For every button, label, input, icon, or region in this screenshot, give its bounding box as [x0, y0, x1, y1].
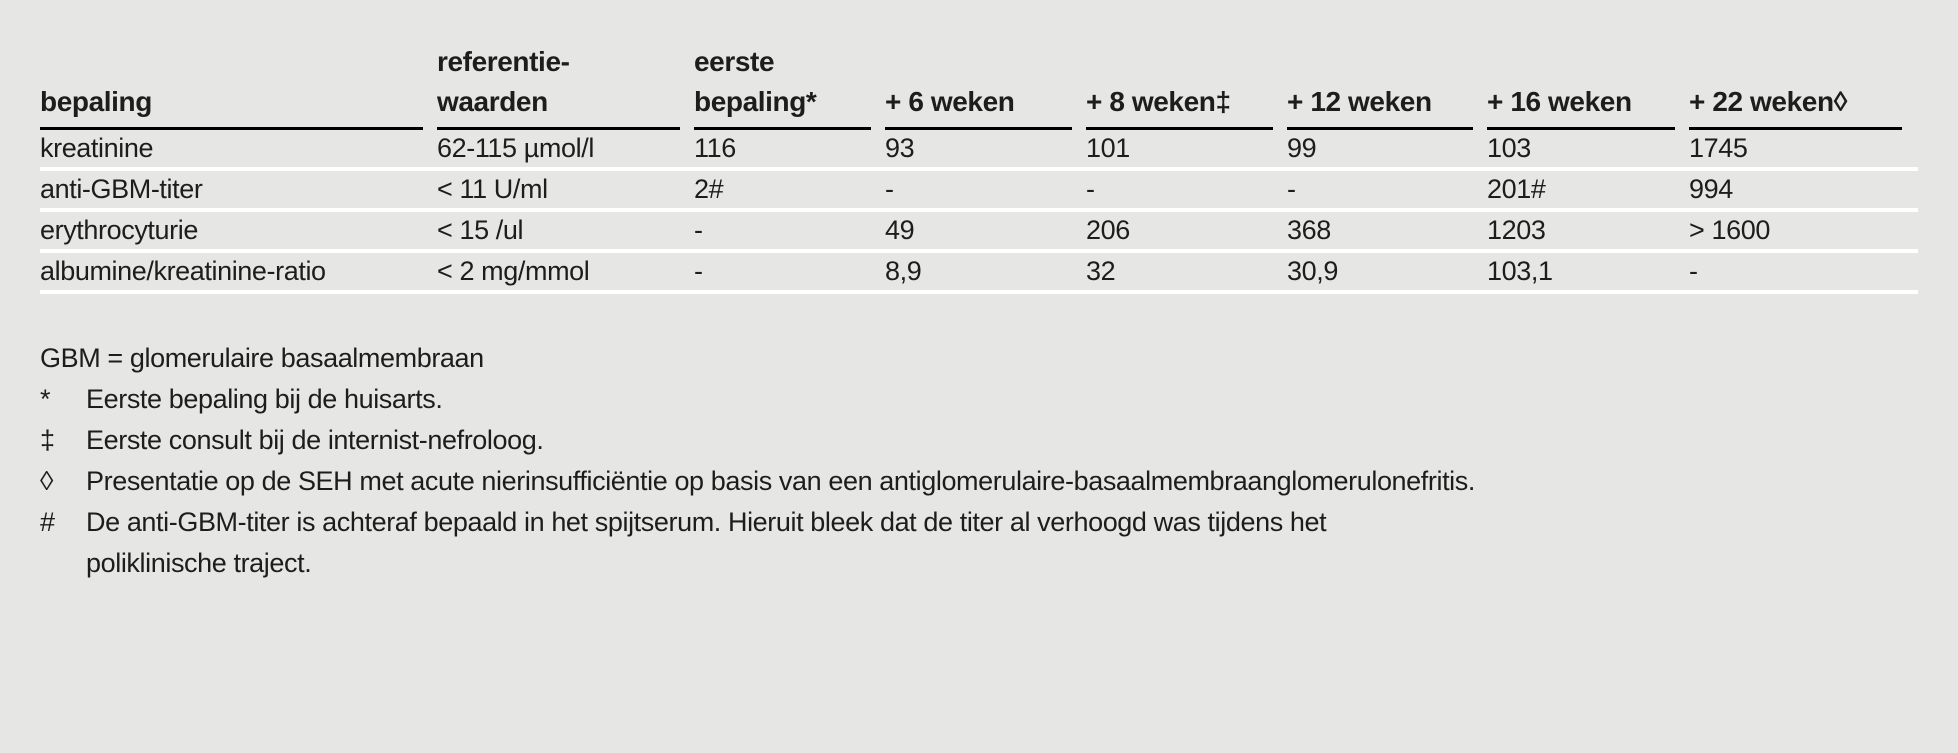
column-header-12-weken: + 12 weken — [1287, 82, 1473, 130]
value-16-weken: 103 — [1487, 133, 1531, 163]
value-8-weken: 101 — [1086, 133, 1130, 163]
value-6-weken: - — [885, 174, 894, 204]
column-header-eerste-bepaling: eerste bepaling* — [694, 42, 871, 130]
value-16-weken: 103,1 — [1487, 256, 1553, 286]
column-header-line: referentie- — [437, 46, 570, 77]
column-header-line: waarden — [437, 86, 548, 117]
column-header-bepaling: bepaling — [40, 82, 423, 130]
column-header-referentiewaarden: referentie- waarden — [437, 42, 680, 130]
value-12-weken: 368 — [1287, 215, 1331, 245]
column-header-line: + 22 weken◊ — [1689, 86, 1848, 117]
column-header-line: + 16 weken — [1487, 86, 1632, 117]
value-6-weken: 93 — [885, 133, 915, 163]
table-row-albumine-kreatinine-ratio: albumine/kreatinine-ratio < 2 mg/mmol - … — [40, 253, 1918, 294]
footnote-symbol: ◊ — [40, 466, 53, 496]
value-16-weken: 201# — [1487, 174, 1546, 204]
footnote-text: Eerste consult bij de internist-nefroloo… — [86, 425, 544, 455]
lab-results-table: bepaling referentie- waarden eerste bepa… — [40, 42, 1918, 294]
row-label: kreatinine — [40, 133, 154, 163]
value-12-weken: 30,9 — [1287, 256, 1338, 286]
table-footnotes: GBM = glomerulaire basaalmembraan * Eers… — [40, 338, 1918, 584]
footnote-double-dagger: ‡ Eerste consult bij de internist-nefrol… — [40, 420, 1918, 461]
value-eerste-bepaling: 116 — [694, 133, 736, 163]
value-22-weken: 1745 — [1689, 133, 1748, 163]
footnote-asterisk: * Eerste bepaling bij de huisarts. — [40, 379, 1918, 420]
row-label: anti-GBM-titer — [40, 174, 203, 204]
column-header-16-weken: + 16 weken — [1487, 82, 1675, 130]
column-header-line: + 6 weken — [885, 86, 1015, 117]
value-16-weken: 1203 — [1487, 215, 1546, 245]
value-22-weken: > 1600 — [1689, 215, 1770, 245]
value-22-weken: 994 — [1689, 174, 1733, 204]
reference-value: < 2 mg/mmol — [437, 256, 590, 286]
row-label: albumine/kreatinine-ratio — [40, 256, 326, 286]
value-22-weken: - — [1689, 256, 1698, 286]
column-header-line: bepaling — [40, 86, 152, 117]
value-eerste-bepaling: - — [694, 215, 703, 245]
value-8-weken: - — [1086, 174, 1095, 204]
lab-results-figure: bepaling referentie- waarden eerste bepa… — [40, 42, 1918, 584]
value-12-weken: 99 — [1287, 133, 1317, 163]
footnote-text: De anti-GBM-titer is achteraf bepaald in… — [86, 507, 1327, 578]
value-6-weken: 8,9 — [885, 256, 922, 286]
footnote-symbol: # — [40, 507, 55, 537]
footnote-text: Eerste bepaling bij de huisarts. — [86, 384, 443, 414]
footnote-hash: # De anti-GBM-titer is achteraf bepaald … — [40, 502, 1918, 584]
footnote-text: Presentatie op de SEH met acute nierinsu… — [86, 466, 1475, 496]
abbreviation-note: GBM = glomerulaire basaalmembraan — [40, 343, 484, 373]
column-header-line: + 8 weken‡ — [1086, 86, 1231, 117]
column-header-6-weken: + 6 weken — [885, 82, 1072, 130]
value-12-weken: - — [1287, 174, 1296, 204]
footnote-symbol: ‡ — [40, 425, 55, 455]
column-header-line: eerste — [694, 46, 775, 77]
row-label: erythrocyturie — [40, 215, 198, 245]
reference-value: < 11 U/ml — [437, 174, 548, 204]
reference-value: < 15 /ul — [437, 215, 524, 245]
table-row-anti-gbm-titer: anti-GBM-titer < 11 U/ml 2# - - - 201# 9… — [40, 171, 1918, 212]
value-6-weken: 49 — [885, 215, 915, 245]
column-header-line: + 12 weken — [1287, 86, 1432, 117]
value-eerste-bepaling: 2# — [694, 174, 724, 204]
reference-value: 62-115 µmol/l — [437, 133, 594, 163]
column-header-8-weken: + 8 weken‡ — [1086, 82, 1273, 130]
value-8-weken: 32 — [1086, 256, 1116, 286]
footnote-symbol: * — [40, 384, 51, 414]
column-header-22-weken: + 22 weken◊ — [1689, 82, 1902, 130]
table-header-row: bepaling referentie- waarden eerste bepa… — [40, 42, 1918, 130]
column-header-line: bepaling* — [694, 86, 817, 117]
table-row-erythrocyturie: erythrocyturie < 15 /ul - 49 206 368 120… — [40, 212, 1918, 253]
footnote-lozenge: ◊ Presentatie op de SEH met acute nierin… — [40, 461, 1918, 502]
value-8-weken: 206 — [1086, 215, 1130, 245]
table-row-kreatinine: kreatinine 62-115 µmol/l 116 93 101 99 1… — [40, 130, 1918, 171]
value-eerste-bepaling: - — [694, 256, 703, 286]
